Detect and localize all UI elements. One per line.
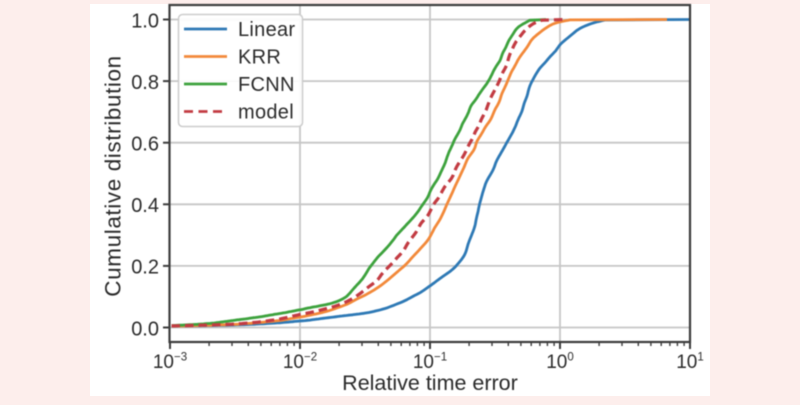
svg-text:10−3: 10−3 — [153, 352, 187, 374]
svg-text:101: 101 — [676, 352, 704, 374]
svg-text:Linear: Linear — [238, 19, 295, 41]
svg-text:Cumulative distribution: Cumulative distribution — [101, 55, 126, 296]
svg-text:model: model — [238, 102, 294, 124]
svg-text:10−2: 10−2 — [283, 352, 317, 374]
svg-text:FCNN: FCNN — [238, 74, 295, 96]
svg-text:0.8: 0.8 — [131, 72, 159, 94]
svg-text:0.4: 0.4 — [131, 195, 159, 217]
svg-text:0.0: 0.0 — [131, 318, 159, 340]
svg-text:1.0: 1.0 — [131, 10, 159, 32]
svg-text:Relative time error: Relative time error — [342, 371, 518, 395]
svg-text:KRR: KRR — [238, 47, 281, 69]
svg-text:10−1: 10−1 — [413, 352, 447, 374]
svg-text:0.2: 0.2 — [131, 257, 159, 279]
svg-text:0.6: 0.6 — [131, 134, 159, 156]
svg-text:100: 100 — [546, 352, 574, 374]
